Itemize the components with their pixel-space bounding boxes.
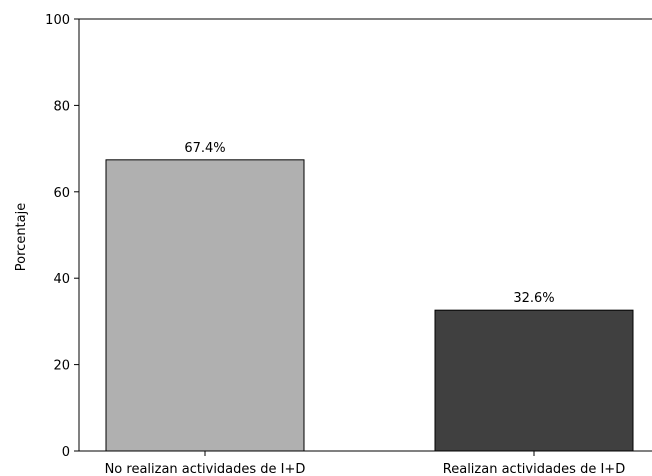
x-axis: No realizan actividades de I+D Realizan a… bbox=[79, 450, 652, 476]
bars bbox=[105, 159, 634, 452]
bar bbox=[434, 309, 634, 452]
y-tick-label: 20 bbox=[53, 359, 70, 374]
y-tick-label: 60 bbox=[53, 186, 70, 201]
y-tick-label: 80 bbox=[53, 99, 70, 114]
y-tick-label: 100 bbox=[45, 13, 70, 28]
y-axis: 0 20 40 60 80 100 bbox=[45, 13, 652, 460]
x-tick-label: No realizan actividades de I+D bbox=[105, 462, 306, 476]
x-tick-label: Realizan actividades de I+D bbox=[443, 462, 625, 476]
y-tick-label: 40 bbox=[53, 272, 70, 287]
bar bbox=[105, 159, 305, 452]
bar-value-label: 32.6% bbox=[513, 291, 554, 306]
y-axis-label: Porcentaje bbox=[14, 203, 29, 271]
bar-value-label: 67.4% bbox=[184, 141, 225, 156]
y-tick-label: 0 bbox=[62, 445, 70, 460]
value-labels: 67.4% 32.6% bbox=[184, 141, 554, 306]
